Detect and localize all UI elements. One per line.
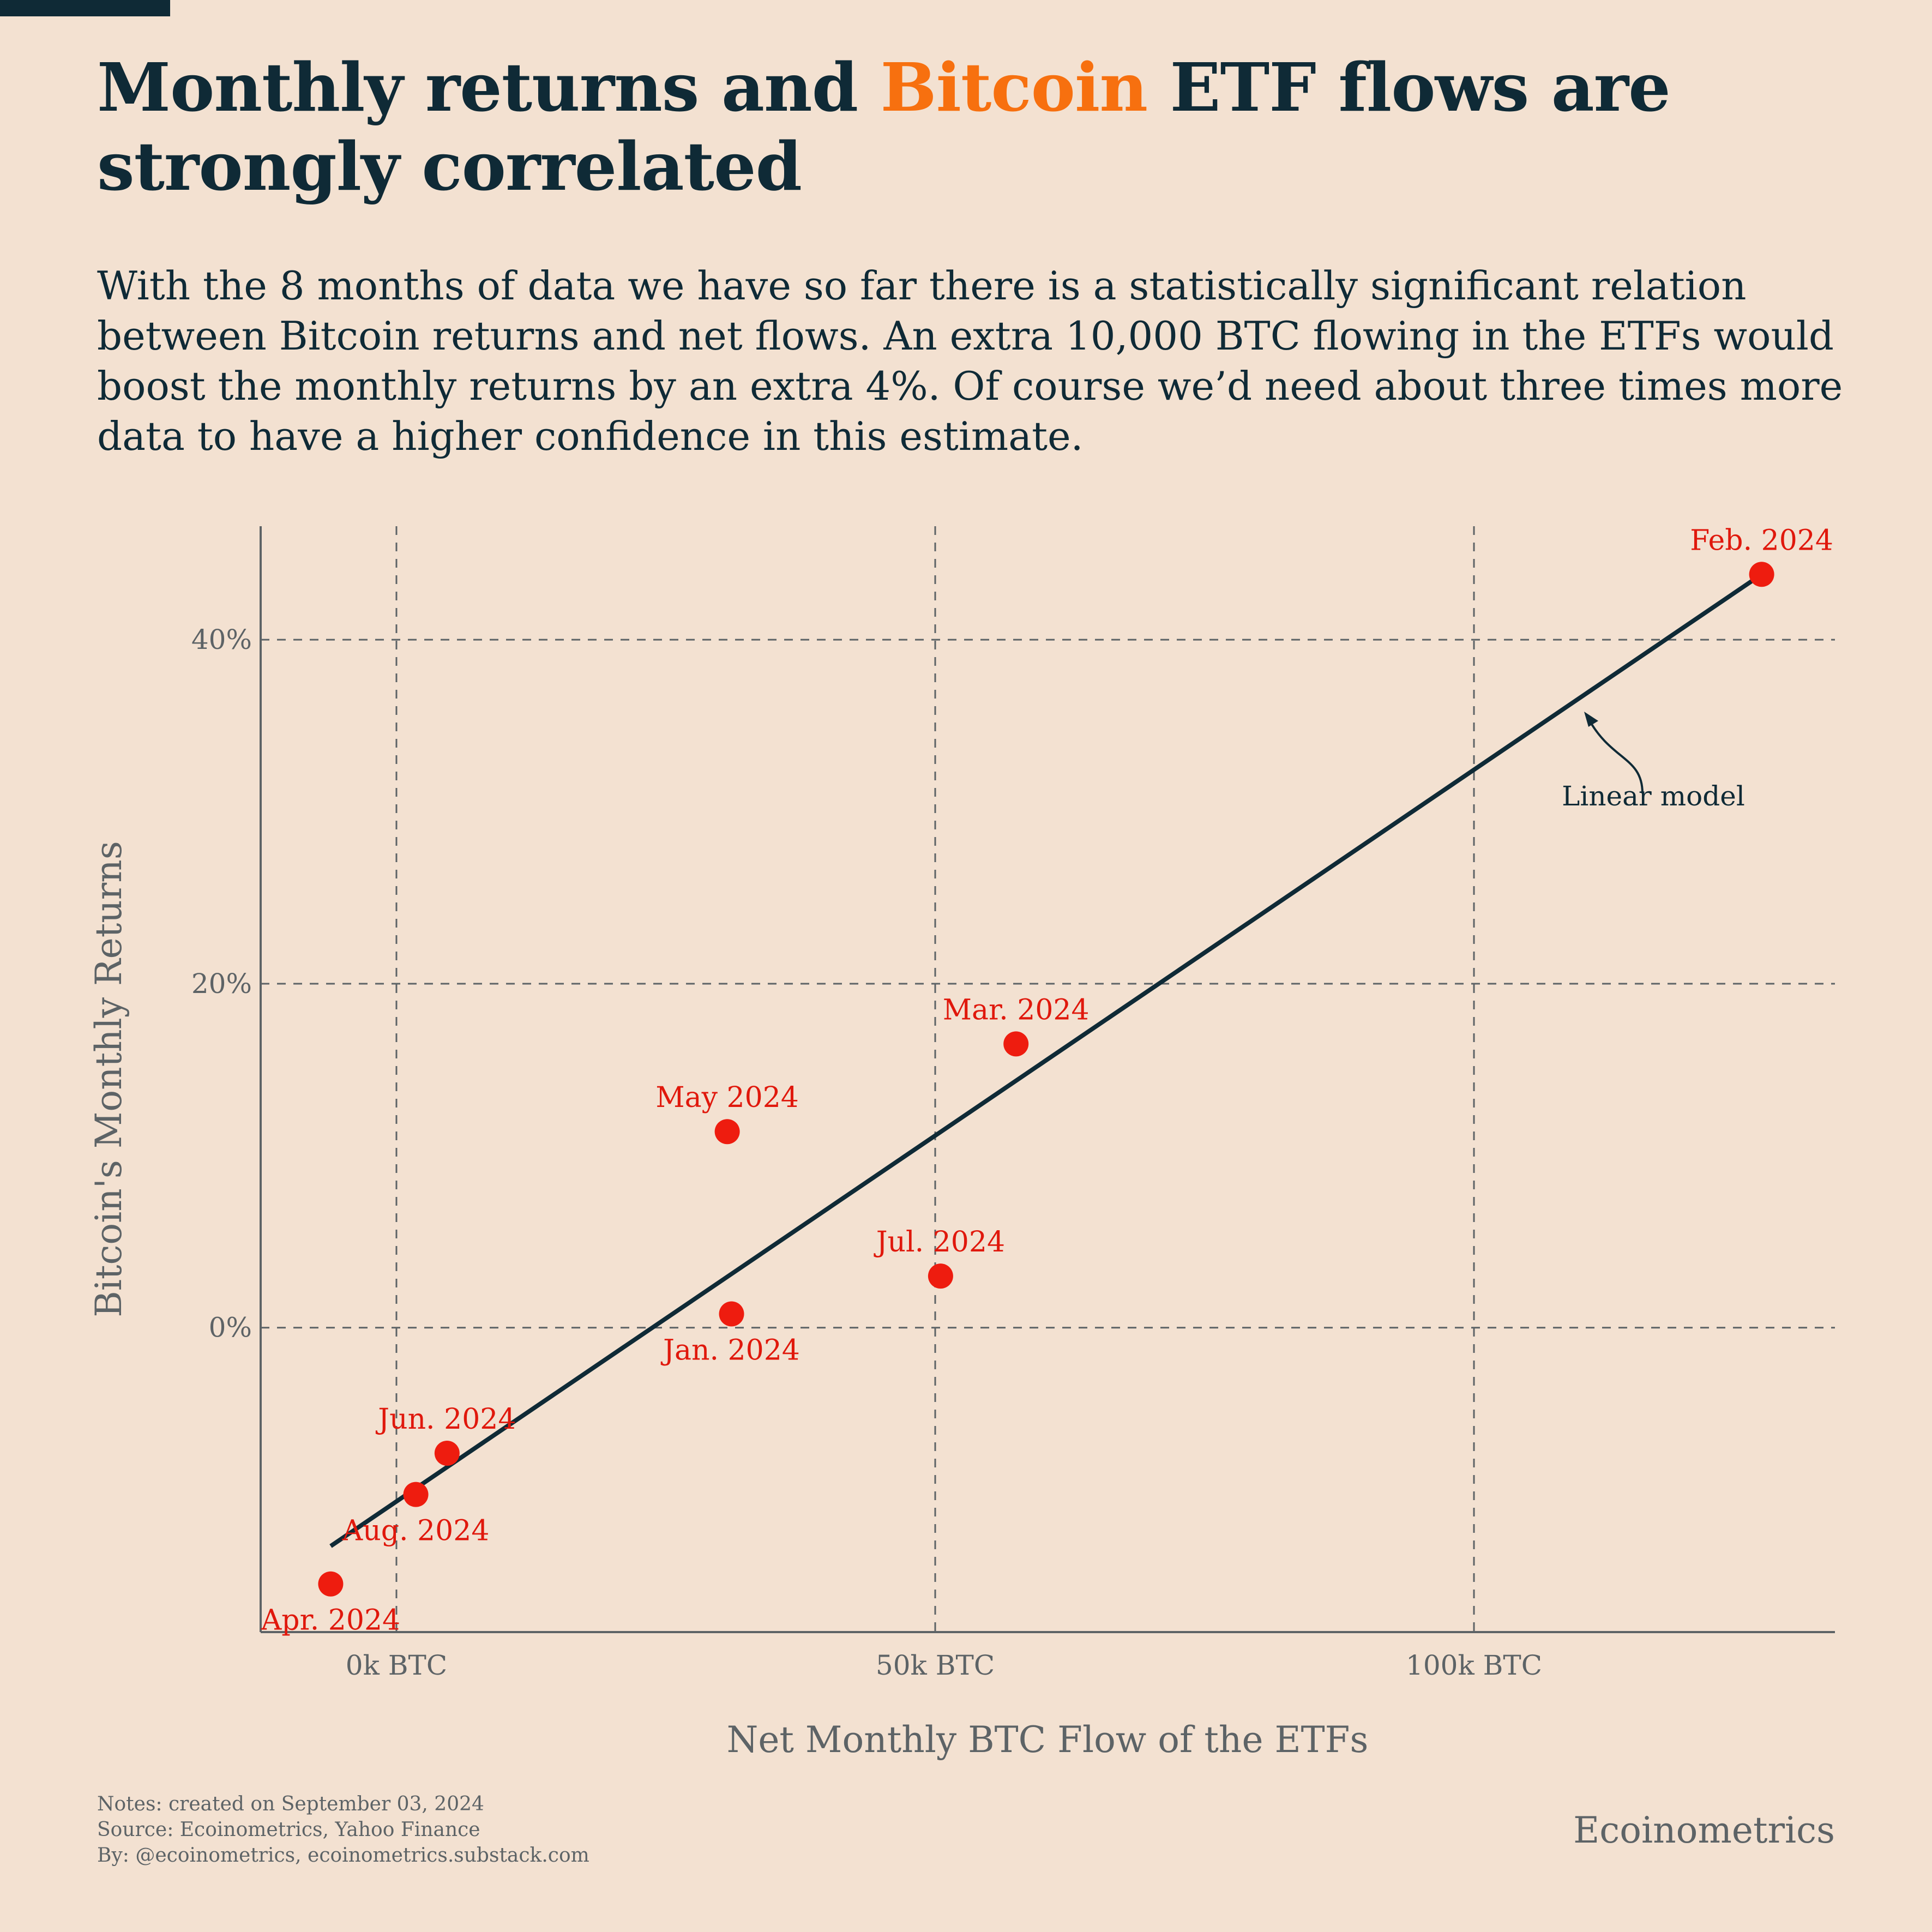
y-tick-label: 40%	[191, 624, 252, 655]
data-points: Jan. 2024 Feb. 2024 Mar. 2024 Apr. 2024 May …	[261, 524, 1833, 1636]
linear-model	[329, 573, 1763, 1548]
data-point	[318, 1571, 344, 1597]
title-accent-word: Bitcoin	[880, 48, 1148, 127]
x-tick-label: 100k BTC	[1406, 1650, 1542, 1681]
data-point	[928, 1263, 953, 1289]
brand-name: Ecoinometrics	[1573, 1809, 1835, 1851]
annotation-arrow-head	[1584, 712, 1598, 727]
corner-accent-bar	[0, 0, 170, 16]
tick-labels: 0k BTC 50k BTC 100k BTC 0% 20% 40%	[191, 624, 1542, 1681]
byline: By: @ecoinometrics, ecoinometrics.substa…	[97, 1844, 589, 1867]
point-label: Mar. 2024	[943, 994, 1090, 1026]
data-point	[719, 1301, 744, 1327]
data-point	[1749, 562, 1774, 587]
title-part-1: Monthly returns and	[97, 48, 881, 127]
y-tick-label: 0%	[209, 1312, 252, 1344]
data-point	[1003, 1031, 1029, 1057]
x-tick-label: 50k BTC	[876, 1650, 995, 1681]
point-label: Aug. 2024	[342, 1515, 490, 1548]
linear-model-label: Linear model	[1562, 780, 1745, 812]
data-point	[714, 1119, 740, 1145]
point-label: Feb. 2024	[1690, 524, 1833, 557]
fit-line	[329, 573, 1763, 1548]
page-title: Monthly returns and Bitcoin ETF flows ar…	[97, 48, 1869, 206]
point-label: Jun. 2024	[375, 1403, 516, 1436]
point-label: Apr. 2024	[261, 1604, 400, 1637]
notes-line: Notes: created on September 03, 2024	[97, 1793, 484, 1815]
source-line: Source: Ecoinometrics, Yahoo Finance	[97, 1819, 480, 1841]
footnotes: Notes: created on September 03, 2024 Sou…	[97, 1791, 589, 1868]
point-label: Jul. 2024	[874, 1226, 1005, 1259]
annotation-arrow-curve	[1587, 718, 1644, 794]
x-axis-label: Net Monthly BTC Flow of the ETFs	[727, 1719, 1369, 1761]
grid-lines	[261, 526, 1835, 1632]
point-label: May 2024	[655, 1081, 799, 1114]
title-part-2: ETF flows are strongly correlated	[97, 48, 1671, 206]
page-subtitle: With the 8 months of data we have so far…	[97, 263, 1843, 459]
y-tick-label: 20%	[191, 968, 252, 1000]
y-axis-label: Bitcoin's Monthly Returns	[88, 841, 130, 1317]
linear-model-annotation: Linear model	[1562, 712, 1745, 812]
data-point	[434, 1440, 460, 1466]
axes	[260, 526, 1835, 1633]
point-label: Jan. 2024	[660, 1334, 800, 1367]
x-tick-label: 0k BTC	[346, 1650, 447, 1681]
data-point	[403, 1482, 429, 1507]
